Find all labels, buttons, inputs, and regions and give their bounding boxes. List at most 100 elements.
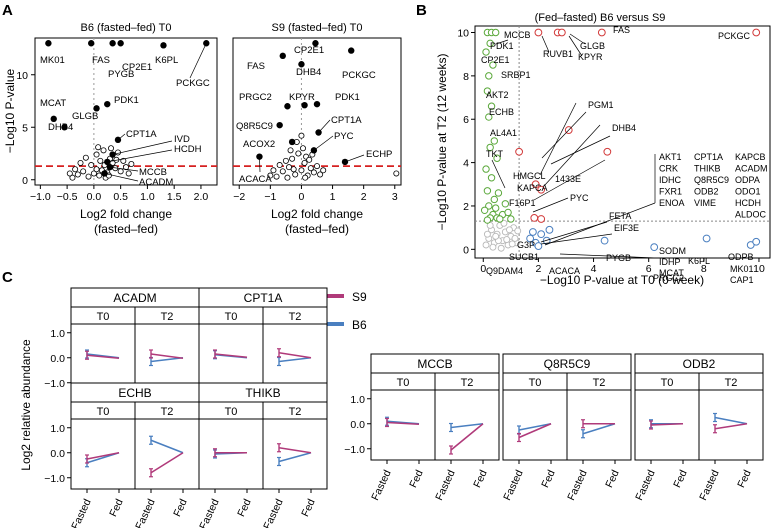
green-point bbox=[482, 165, 490, 173]
list-entry: HCDH bbox=[735, 198, 761, 208]
leader-line bbox=[544, 202, 656, 246]
green-point bbox=[487, 174, 496, 182]
background-point bbox=[307, 165, 314, 172]
point-label: Q8R5C9 bbox=[236, 121, 273, 132]
point-label: CAP1 bbox=[730, 275, 754, 285]
highlighted-point bbox=[104, 158, 111, 166]
highlighted-point bbox=[288, 138, 296, 146]
background-point bbox=[298, 132, 305, 139]
point-label: 1433E bbox=[555, 174, 581, 184]
background-point bbox=[317, 171, 324, 178]
x-tick-label: Fasted bbox=[697, 468, 722, 502]
highlighted-point bbox=[298, 61, 305, 68]
highlighted-point bbox=[315, 129, 322, 136]
x-axis-label: −Log10 P-value at T0 (0 week) bbox=[540, 273, 704, 287]
timepoint-label: T2 bbox=[161, 406, 174, 418]
highlighted-point bbox=[341, 158, 349, 166]
background-point bbox=[96, 172, 103, 179]
background-point bbox=[100, 147, 107, 154]
blue-point bbox=[528, 228, 537, 236]
list-entry: ODB2 bbox=[694, 187, 719, 197]
background-point bbox=[287, 147, 294, 154]
x-tick-label: 0.5 bbox=[113, 191, 128, 203]
x-axis-label: Log2 fold change bbox=[80, 207, 172, 221]
x-tick-label: Fed bbox=[171, 497, 190, 519]
background-point bbox=[77, 159, 84, 166]
background-point bbox=[69, 174, 76, 181]
subplot-frame bbox=[566, 389, 632, 461]
y-tick-label: 10 bbox=[16, 70, 28, 82]
point-label: MCCB bbox=[139, 167, 167, 178]
x-tick-label: 0.0 bbox=[87, 191, 102, 203]
point-label: K6PL bbox=[688, 256, 710, 266]
green-point bbox=[489, 61, 497, 69]
point-label: G3P bbox=[517, 240, 535, 250]
background-point bbox=[301, 159, 308, 166]
series-line-s9 bbox=[86, 451, 120, 460]
subplot-frame bbox=[262, 418, 328, 490]
point-label: PCKGC bbox=[342, 70, 376, 81]
point-label: ECHP bbox=[366, 149, 392, 160]
point-label: DHB4 bbox=[296, 67, 321, 78]
y-tick-label: 8 bbox=[463, 71, 469, 83]
point-label: CP2E1 bbox=[122, 62, 152, 73]
legend-label: B6 bbox=[352, 318, 367, 332]
background-point bbox=[298, 167, 305, 174]
point-label: CPT1A bbox=[126, 129, 157, 140]
point-label: ECHB bbox=[489, 107, 514, 117]
series-line-s9 bbox=[650, 422, 684, 426]
protein-name: THIKB bbox=[245, 386, 280, 400]
highlighted-point bbox=[301, 102, 308, 109]
y-axis-label: −Log10 P-value bbox=[3, 68, 17, 153]
point-label: GLGB bbox=[580, 41, 605, 51]
subplot-frame bbox=[70, 323, 136, 395]
point-label: KPYR bbox=[289, 92, 315, 103]
point-label: Q9DAM4 bbox=[486, 266, 523, 276]
label-leader-lines bbox=[491, 33, 658, 259]
grey-point bbox=[506, 226, 513, 234]
green-point bbox=[483, 216, 492, 224]
background-point bbox=[120, 157, 127, 164]
green-point bbox=[485, 72, 493, 80]
series-line-b6 bbox=[582, 422, 616, 435]
point-label: IVD bbox=[174, 134, 190, 145]
point-label: PDK1 bbox=[490, 41, 514, 51]
x-tick-label: 0 bbox=[480, 263, 486, 275]
point-label: PDK1 bbox=[114, 95, 139, 106]
green-point bbox=[480, 206, 489, 214]
red-point bbox=[537, 185, 546, 194]
list-entry: AKT1 bbox=[659, 152, 682, 162]
protein-name: CPT1A bbox=[244, 291, 283, 305]
point-label: CP2E1 bbox=[294, 45, 324, 56]
timepoint-label: T2 bbox=[161, 311, 174, 323]
leader-line bbox=[344, 154, 365, 163]
series-line-s9 bbox=[278, 446, 312, 454]
list-entry: IDHC bbox=[659, 175, 681, 185]
leader-line bbox=[491, 159, 506, 189]
point-label: FETA bbox=[609, 211, 631, 221]
series-line-s9 bbox=[450, 423, 484, 451]
timepoint-label: T2 bbox=[725, 377, 738, 389]
leader-line bbox=[543, 124, 601, 187]
x-tick-label: Fed bbox=[671, 468, 690, 490]
legend-label: S9 bbox=[352, 290, 367, 304]
y-tick-label: 6 bbox=[463, 114, 469, 126]
highlighted-point bbox=[276, 121, 283, 129]
red-point bbox=[537, 215, 546, 223]
protein-name: ECHB bbox=[118, 386, 151, 400]
highlighted-point bbox=[61, 124, 68, 131]
point-label: PYGB bbox=[108, 69, 134, 80]
subplot-frame bbox=[198, 323, 264, 395]
highlighted-point bbox=[109, 40, 116, 47]
data-points bbox=[480, 28, 761, 252]
background-point bbox=[80, 168, 87, 175]
timepoint-label: T0 bbox=[661, 377, 674, 389]
protein-name: Q8R5C9 bbox=[544, 357, 591, 371]
axis-ticks: 0 2 4 6 8 10 0 2 4 6 8 10 bbox=[457, 26, 770, 275]
blue-point bbox=[702, 234, 711, 243]
green-point bbox=[482, 48, 490, 56]
background-point bbox=[125, 170, 132, 177]
